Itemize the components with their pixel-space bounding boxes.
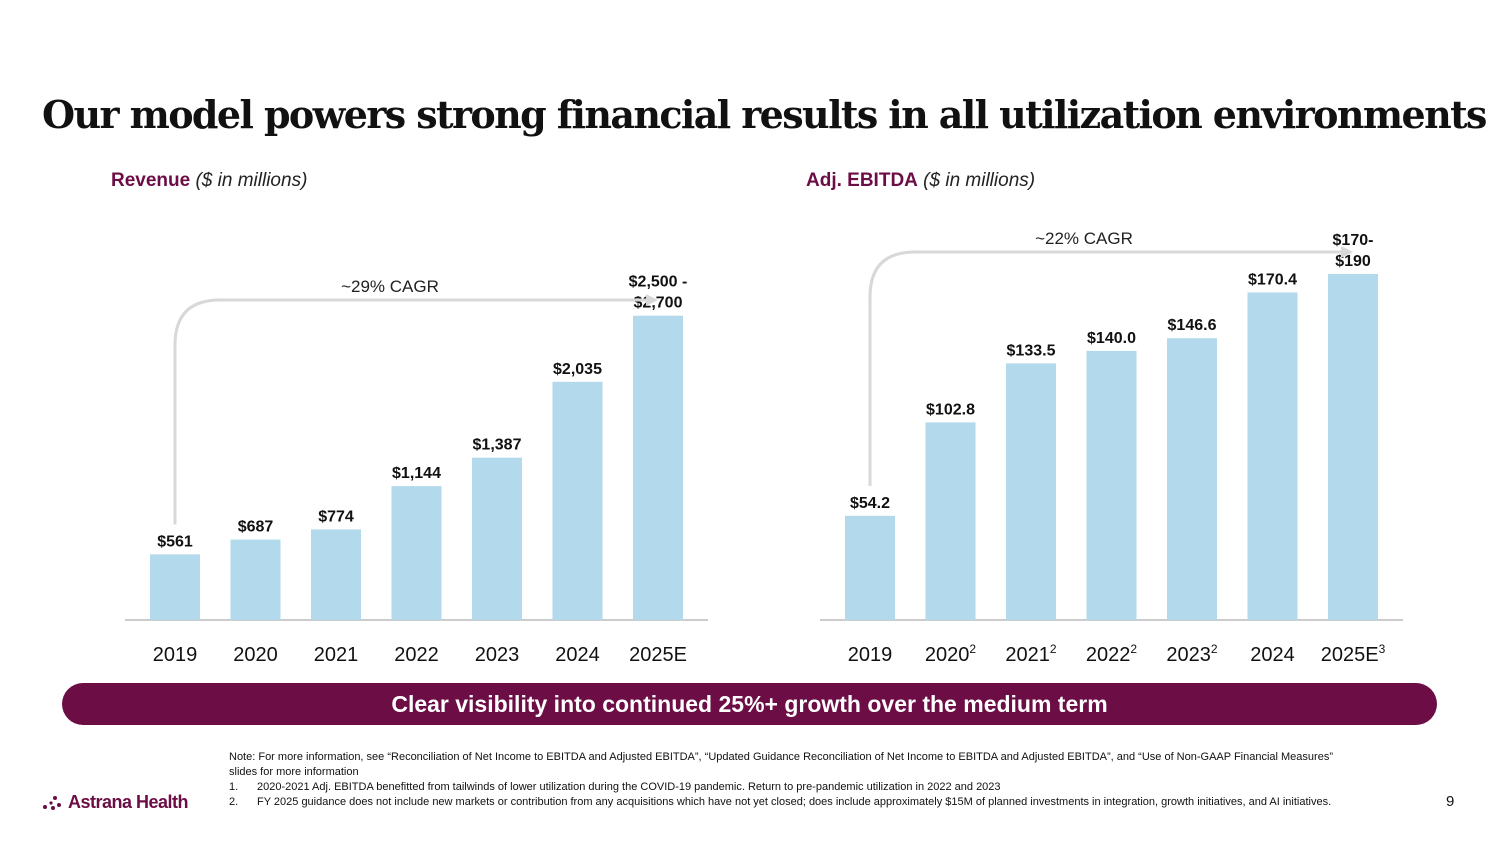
footnote-1-number: 1. — [229, 781, 239, 793]
footnote-2-text: FY 2025 guidance does not include new ma… — [257, 796, 1332, 808]
x-tick-2019: 2019 — [153, 644, 198, 666]
x-tick-2021: 2021 — [314, 644, 359, 666]
cagr-arrow — [173, 298, 648, 525]
growth-banner: Clear visibility into continued 25%+ gro… — [62, 683, 1437, 725]
data-label-2019: $561 — [157, 533, 193, 550]
logo-text: Astrana Health — [68, 792, 189, 812]
bar-2023 — [472, 457, 522, 620]
bar-2021 — [1006, 363, 1056, 620]
x-tick-2019: 2019 — [848, 644, 893, 666]
bar-2021 — [311, 529, 361, 620]
data-label-2019: $54.2 — [850, 495, 890, 512]
ebitda-chart-unit: ($ in millions) — [923, 170, 1036, 191]
footnote-intro: Note: For more information, see “Reconci… — [229, 751, 1333, 778]
data-label-2021: $133.5 — [1007, 342, 1056, 359]
revenue-chart-title: Revenue — [111, 170, 191, 191]
ebitda-chart-heading: Adj. EBITDA ($ in millions) — [806, 170, 1035, 192]
x-tick-2023: 2023 — [475, 644, 520, 666]
x-tick-2022: 20222 — [1086, 642, 1138, 666]
x-tick-2024: 2024 — [1250, 644, 1295, 666]
cagr-arrowhead — [1341, 246, 1353, 258]
ebitda-bar-chart: $54.2 2019 $102.8 20202 $133.5 20212 $140.0 202… — [820, 229, 1403, 666]
data-label-2020: $102.8 — [926, 401, 975, 418]
bar-2025E — [633, 315, 683, 620]
footnote-2-number: 2. — [229, 796, 239, 808]
x-tick-2022: 2022 — [394, 644, 439, 666]
data-label-2022: $140.0 — [1087, 330, 1136, 347]
page-number: 9 — [1446, 793, 1455, 810]
bar-2019 — [845, 515, 895, 620]
x-tick-2020: 2020 — [233, 644, 278, 666]
revenue-chart-heading: Revenue ($ in millions) — [111, 170, 307, 192]
revenue-chart-unit: ($ in millions) — [195, 170, 308, 191]
astrana-star-icon — [43, 795, 61, 810]
bar-2019 — [150, 554, 200, 620]
footnote-1-text: 2020-2021 Adj. EBITDA benefitted from ta… — [257, 781, 1001, 793]
cagr-arrow — [868, 250, 1343, 486]
cagr-arrowhead — [646, 294, 658, 306]
bar-2025E — [1328, 274, 1378, 620]
bar-2024 — [1247, 292, 1298, 620]
data-label-2021: $774 — [318, 508, 354, 525]
data-label-2025E: $170-$190 — [1333, 232, 1374, 270]
x-tick-2025E: 2025E — [629, 644, 687, 666]
data-label-2024: $2,035 — [553, 361, 602, 378]
slide-title: Our model powers strong financial result… — [42, 92, 1487, 137]
footnote-2: 2. FY 2025 guidance does not include new… — [229, 795, 1354, 810]
x-tick-2025E: 2025E3 — [1321, 642, 1386, 666]
data-label-2025E: $2,500 -$2,700 — [629, 274, 688, 312]
x-tick-2020: 20202 — [925, 642, 977, 666]
bar-2022 — [391, 486, 442, 620]
bar-2022 — [1086, 350, 1137, 620]
cagr-annotation: ~22% CAGR — [1035, 229, 1133, 248]
cagr-annotation: ~29% CAGR — [341, 277, 439, 296]
growth-banner-text: Clear visibility into continued 25%+ gro… — [391, 690, 1108, 717]
bar-2020 — [925, 422, 976, 620]
data-label-2024: $170.4 — [1248, 271, 1297, 288]
data-label-2023: $1,387 — [473, 437, 522, 454]
footnotes: Note: For more information, see “Reconci… — [229, 750, 1354, 810]
bar-2024 — [552, 381, 603, 620]
data-label-2022: $1,144 — [392, 465, 441, 482]
company-logo: Astrana Health — [42, 792, 189, 813]
x-tick-2023: 20232 — [1166, 642, 1218, 666]
ebitda-chart-title: Adj. EBITDA — [806, 170, 918, 191]
data-label-2020: $687 — [238, 519, 274, 536]
x-tick-2024: 2024 — [555, 644, 600, 666]
bar-2020 — [230, 539, 281, 620]
x-tick-2021: 20212 — [1005, 642, 1057, 666]
bar-2023 — [1167, 338, 1217, 620]
data-label-2023: $146.6 — [1168, 317, 1217, 334]
revenue-bar-chart: $561 2019 $687 2020 $774 2021 $1,144 2022 $1,387… — [125, 274, 708, 666]
footnote-1: 1. 2020-2021 Adj. EBITDA benefitted from… — [229, 780, 1354, 795]
